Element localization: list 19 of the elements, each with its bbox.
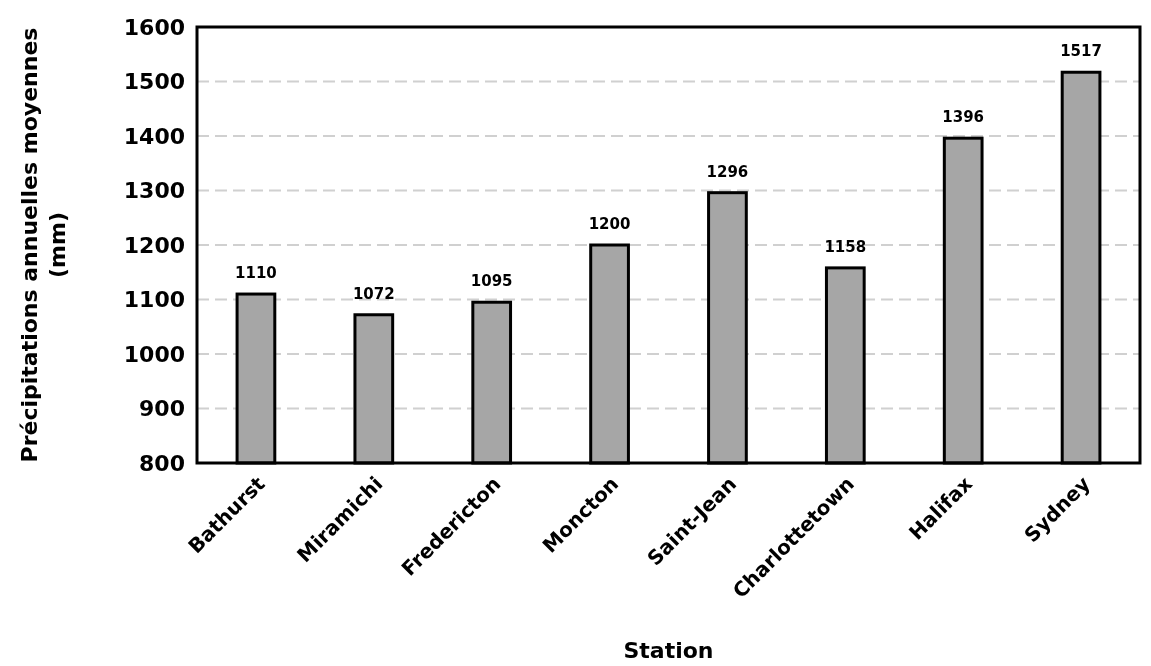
- data-label: 1396: [942, 108, 985, 127]
- y-tick-label: 1300: [123, 178, 185, 204]
- data-label: 1072: [352, 284, 395, 303]
- data-label: 1158: [824, 237, 867, 256]
- data-label: 1517: [1060, 42, 1102, 61]
- y-tick-label: 1500: [123, 69, 185, 95]
- y-tick-label: 1000: [123, 341, 185, 367]
- data-label: 1095: [470, 272, 513, 291]
- y-tick-label: 1200: [123, 232, 185, 258]
- y-tick-label: 800: [139, 450, 185, 476]
- data-label: 1110: [235, 264, 277, 283]
- x-axis-title: Station: [623, 638, 714, 663]
- data-label: 1200: [588, 215, 631, 233]
- y-tick-label: 1400: [123, 123, 185, 149]
- y-tick-label: 900: [139, 396, 185, 422]
- y-axis-title: Précipitations annuelles moyennes (mm): [17, 27, 70, 463]
- y-tick-label: 1100: [123, 287, 185, 313]
- data-label: 1296: [706, 162, 749, 181]
- y-tick-label: 1600: [123, 14, 185, 40]
